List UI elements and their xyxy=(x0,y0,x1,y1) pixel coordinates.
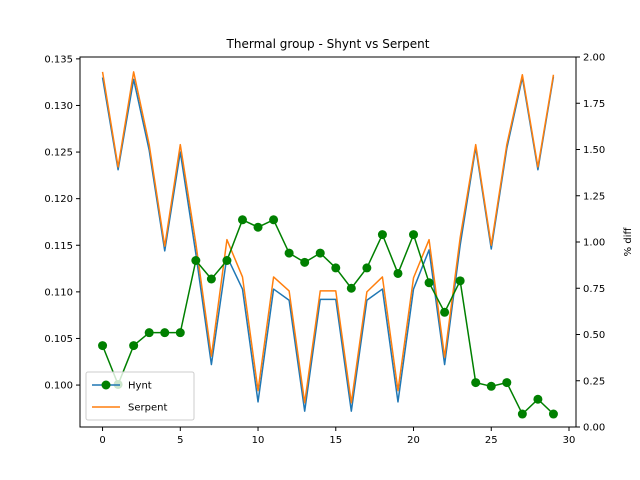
y2-tick-label: 1.75 xyxy=(583,99,605,110)
x-tick-label: 10 xyxy=(252,435,265,446)
y2-tick-label: 0.75 xyxy=(583,284,605,295)
data-point xyxy=(502,378,512,388)
y-tick-label: 0.115 xyxy=(44,241,73,252)
y-axis-left: 0.100 0.105 0.110 0.115 0.120 0.125 0.130 0.135 xyxy=(44,54,80,392)
y-tick-label: 0.100 xyxy=(44,381,73,392)
data-point xyxy=(175,328,185,338)
data-point xyxy=(253,222,263,232)
y2-tick-label: 1.50 xyxy=(583,145,605,156)
y2-axis-label: % diff xyxy=(623,227,634,257)
y2-tick-label: 2.00 xyxy=(583,53,605,64)
data-point xyxy=(160,328,170,338)
y-tick-label: 0.125 xyxy=(44,148,73,159)
series-line-serpent xyxy=(101,71,555,404)
y-tick-label: 0.130 xyxy=(44,101,73,112)
legend-label: Serpent xyxy=(128,403,167,414)
y2-tick-label: 0.00 xyxy=(583,423,605,434)
y2-tick-label: 1.25 xyxy=(583,191,605,202)
y2-tick-label: 0.50 xyxy=(583,330,605,341)
y-axis-right: 0.00 0.25 0.50 0.75 1.00 1.25 1.50 1.75 2.00 xyxy=(576,53,605,434)
x-axis: 0 5 10 15 20 25 30 xyxy=(99,427,575,446)
y2-tick-label: 0.25 xyxy=(583,376,605,387)
x-tick-label: 5 xyxy=(177,435,183,446)
legend-label: Hynt xyxy=(128,381,152,392)
data-point xyxy=(517,409,527,419)
x-tick-label: 25 xyxy=(485,435,498,446)
data-point xyxy=(222,256,232,265)
data-point xyxy=(362,263,372,273)
data-point xyxy=(191,256,201,265)
data-point xyxy=(424,278,434,288)
y-tick-label: 0.105 xyxy=(44,334,73,345)
data-point xyxy=(315,248,325,258)
x-tick-label: 0 xyxy=(99,435,105,446)
x-tick-label: 30 xyxy=(563,435,576,446)
legend-marker-overlap xyxy=(101,380,111,390)
data-point xyxy=(237,215,247,225)
y-tick-label: 0.120 xyxy=(44,194,73,205)
y2-tick-label: 1.00 xyxy=(583,238,605,249)
legend-box xyxy=(85,371,195,421)
y-tick-label: 0.110 xyxy=(44,287,73,298)
y-tick-label: 0.135 xyxy=(44,54,73,65)
data-point xyxy=(269,215,279,225)
data-point xyxy=(300,257,310,267)
x-tick-label: 20 xyxy=(407,435,420,446)
data-point xyxy=(533,394,543,404)
data-point xyxy=(331,263,341,273)
legend: Hynt Serpent xyxy=(85,371,195,421)
data-point xyxy=(548,409,558,419)
data-point xyxy=(455,276,465,286)
data-point xyxy=(144,328,154,338)
data-point xyxy=(440,307,450,317)
data-point xyxy=(393,268,403,278)
data-point xyxy=(486,381,496,391)
data-point xyxy=(409,230,419,240)
data-point xyxy=(206,274,216,284)
data-point xyxy=(98,341,108,351)
x-tick-label: 15 xyxy=(329,435,342,446)
data-point xyxy=(129,341,139,351)
plot-area xyxy=(98,71,558,419)
data-point xyxy=(284,248,294,258)
data-point xyxy=(346,283,356,293)
chart-title: Thermal group - Shynt vs Serpent xyxy=(226,37,430,51)
data-point xyxy=(471,378,481,388)
data-point xyxy=(377,230,387,240)
